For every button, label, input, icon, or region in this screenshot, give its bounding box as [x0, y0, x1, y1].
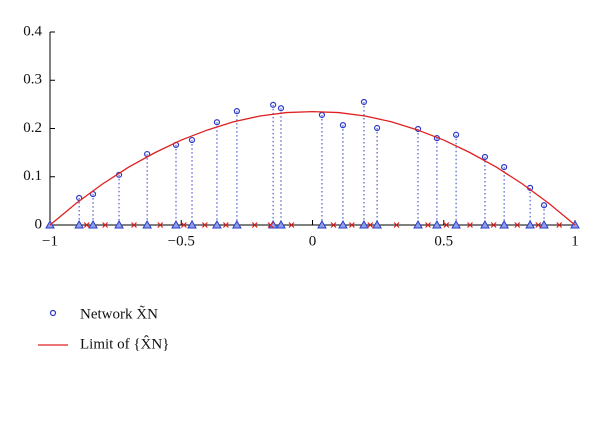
- y-tick-label: 0.3: [23, 72, 42, 88]
- base-marker: [539, 219, 549, 229]
- point: [360, 98, 368, 106]
- base-marker: [276, 219, 286, 229]
- limit-line: [49, 110, 576, 226]
- base-marker: [142, 219, 152, 229]
- base-marker: [451, 219, 461, 229]
- point: [452, 131, 460, 138]
- base-marker: [432, 219, 442, 229]
- cross-marker: [222, 222, 229, 228]
- y-tick-label: 0.4: [23, 23, 42, 39]
- legend-swatch: [49, 309, 57, 317]
- base-marker: [212, 219, 222, 229]
- cross-marker: [467, 222, 473, 228]
- base-marker: [413, 219, 423, 229]
- base-marker: [74, 219, 84, 229]
- point: [213, 119, 221, 126]
- x-tick-label: −1: [42, 233, 58, 249]
- x-tick-label: 0: [309, 233, 317, 249]
- base-marker: [187, 219, 197, 229]
- cross-marker: [535, 222, 542, 228]
- base-marker: [480, 219, 490, 229]
- y-tick-label: 0: [35, 216, 43, 232]
- cross-marker: [180, 222, 187, 228]
- cross-marker: [267, 222, 274, 228]
- y-tick-label: 0.2: [23, 120, 42, 136]
- cross-marker: [514, 222, 521, 228]
- point: [188, 136, 196, 144]
- base-marker: [372, 219, 382, 229]
- cross-marker: [490, 222, 497, 228]
- base-marker: [499, 219, 509, 229]
- legend-label: Limit of {X̂N}: [80, 336, 169, 353]
- base-marker: [232, 219, 242, 229]
- point: [373, 124, 381, 132]
- cross-marker: [83, 222, 90, 228]
- point: [270, 101, 277, 108]
- x-tick-label: −0.5: [168, 233, 195, 249]
- cross-marker: [393, 222, 400, 228]
- base-marker: [359, 219, 369, 229]
- cross-marker: [443, 222, 450, 228]
- cross-marker: [157, 222, 164, 228]
- cross-marker: [425, 222, 431, 228]
- base-marker: [88, 219, 98, 229]
- cross-marker: [288, 222, 295, 228]
- base-marker: [317, 219, 327, 229]
- cross-marker: [367, 222, 374, 228]
- base-marker: [525, 219, 535, 229]
- base-marker: [171, 219, 181, 229]
- point: [233, 108, 240, 115]
- x-tick-label: 1: [571, 233, 579, 249]
- cross-marker: [330, 222, 337, 228]
- base-marker: [114, 219, 124, 229]
- point: [481, 153, 489, 161]
- cross-marker: [556, 222, 563, 228]
- legend-label: Network X̃N: [80, 305, 158, 322]
- cross-marker: [251, 222, 258, 228]
- y-tick-label: 0.1: [23, 168, 42, 184]
- point: [540, 202, 548, 209]
- point: [339, 122, 347, 129]
- point: [501, 164, 508, 171]
- point: [277, 105, 285, 112]
- cross-marker: [131, 222, 137, 228]
- cross-marker: [102, 222, 109, 228]
- x-tick-label: 0.5: [434, 233, 453, 249]
- base-marker: [338, 219, 348, 229]
- cross-marker: [348, 222, 355, 228]
- cross-marker: [201, 222, 208, 228]
